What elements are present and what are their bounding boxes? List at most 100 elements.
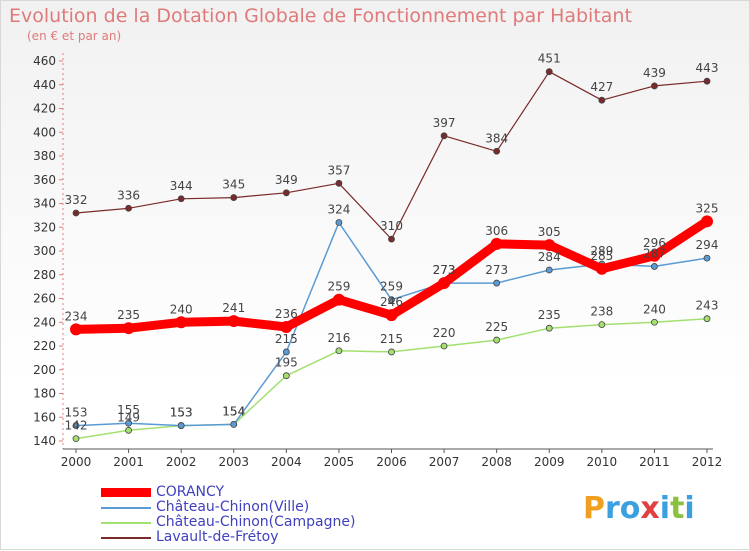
y-tick-label: 260 <box>33 292 56 306</box>
data-point <box>703 77 711 85</box>
data-point <box>230 420 238 428</box>
data-label: 243 <box>696 299 719 313</box>
x-tick-label: 2000 <box>61 455 92 469</box>
data-point <box>72 435 80 443</box>
data-point <box>335 219 343 226</box>
data-point <box>177 195 185 203</box>
data-label: 336 <box>117 188 140 202</box>
data-point <box>125 204 132 212</box>
data-label: 384 <box>485 131 508 145</box>
logo-letter: o <box>619 491 641 526</box>
x-tick-label: 2010 <box>587 455 618 469</box>
data-label: 155 <box>117 403 140 417</box>
data-label: 349 <box>275 173 298 187</box>
data-label: 439 <box>643 66 666 80</box>
y-tick-label: 460 <box>33 54 56 68</box>
chart-title: Evolution de la Dotation Globale de Fonc… <box>9 5 632 27</box>
legend-swatch <box>101 488 151 497</box>
logo-letter: x <box>640 491 660 526</box>
data-point <box>177 422 185 429</box>
data-point <box>545 68 553 76</box>
data-point <box>72 422 80 429</box>
data-point <box>335 179 343 187</box>
data-label: 324 <box>327 203 350 217</box>
data-point <box>438 277 451 290</box>
y-tick-label: 240 <box>33 315 56 329</box>
data-point <box>332 293 345 306</box>
data-point <box>543 239 556 252</box>
data-point <box>440 342 448 350</box>
data-point <box>72 209 80 217</box>
legend-swatch <box>101 522 151 524</box>
data-label: 285 <box>590 249 613 263</box>
data-label: 154 <box>222 404 245 418</box>
data-label: 296 <box>643 236 666 250</box>
data-label: 443 <box>696 61 719 75</box>
data-point <box>230 194 238 201</box>
x-tick-label: 2012 <box>692 455 723 469</box>
logo-letter: P <box>583 491 605 526</box>
data-label: 344 <box>170 179 193 193</box>
data-label: 259 <box>380 280 403 294</box>
data-label: 259 <box>327 280 350 294</box>
data-point <box>651 318 658 326</box>
chart-subtitle: (en € et par an) <box>27 29 122 43</box>
logo-letter: t <box>670 491 685 526</box>
data-label: 149 <box>117 410 140 424</box>
data-label: 241 <box>222 301 245 315</box>
data-label: 332 <box>65 193 88 207</box>
data-point <box>595 262 608 275</box>
legend-label: Lavault-de-Frétoy <box>156 529 279 545</box>
y-tick-label: 220 <box>33 339 56 353</box>
data-label: 215 <box>380 332 403 346</box>
data-label: 310 <box>380 219 403 233</box>
y-tick-label: 200 <box>33 363 56 377</box>
data-point <box>280 321 293 333</box>
data-label: 287 <box>643 246 666 260</box>
x-tick-label: 2011 <box>639 455 670 469</box>
data-point <box>388 235 395 243</box>
legend-label: Château-Chinon(Ville) <box>156 499 310 515</box>
x-tick-label: 2005 <box>324 455 355 469</box>
data-point <box>651 263 658 270</box>
data-point <box>175 316 188 329</box>
data-label: 357 <box>327 163 350 177</box>
x-tick-label: 2006 <box>376 455 407 469</box>
data-point <box>125 426 132 434</box>
x-tick-label: 2009 <box>534 455 565 469</box>
data-point <box>388 348 395 356</box>
y-tick-label: 340 <box>33 197 56 211</box>
y-tick-label: 160 <box>33 410 56 424</box>
data-point <box>282 372 290 380</box>
data-label: 345 <box>222 178 245 192</box>
data-point <box>388 296 395 304</box>
logo-letter: r <box>605 491 620 526</box>
data-point <box>598 96 606 104</box>
data-point <box>545 324 553 332</box>
data-label: 153 <box>65 406 88 420</box>
data-point <box>227 315 240 328</box>
y-tick-label: 280 <box>33 268 56 282</box>
data-label: 238 <box>590 305 613 319</box>
data-label: 397 <box>433 116 456 130</box>
y-tick-label: 420 <box>33 102 56 116</box>
data-label: 273 <box>433 263 456 277</box>
data-label: 195 <box>275 356 298 370</box>
data-point <box>490 237 503 250</box>
data-label: 273 <box>433 263 456 277</box>
x-tick-label: 2004 <box>271 455 302 469</box>
data-label: 240 <box>170 302 193 316</box>
x-tick-label: 2003 <box>218 455 249 469</box>
logo-letter: i <box>659 491 671 526</box>
data-point <box>703 254 711 262</box>
data-label: 234 <box>65 309 88 323</box>
x-tick-label: 2008 <box>481 455 512 469</box>
data-label: 153 <box>170 406 193 420</box>
series-line <box>75 71 708 240</box>
data-point <box>385 309 398 322</box>
data-label: 305 <box>538 225 561 239</box>
y-tick-label: 180 <box>33 387 56 401</box>
legend-label: Château-Chinon(Campagne) <box>156 514 356 530</box>
